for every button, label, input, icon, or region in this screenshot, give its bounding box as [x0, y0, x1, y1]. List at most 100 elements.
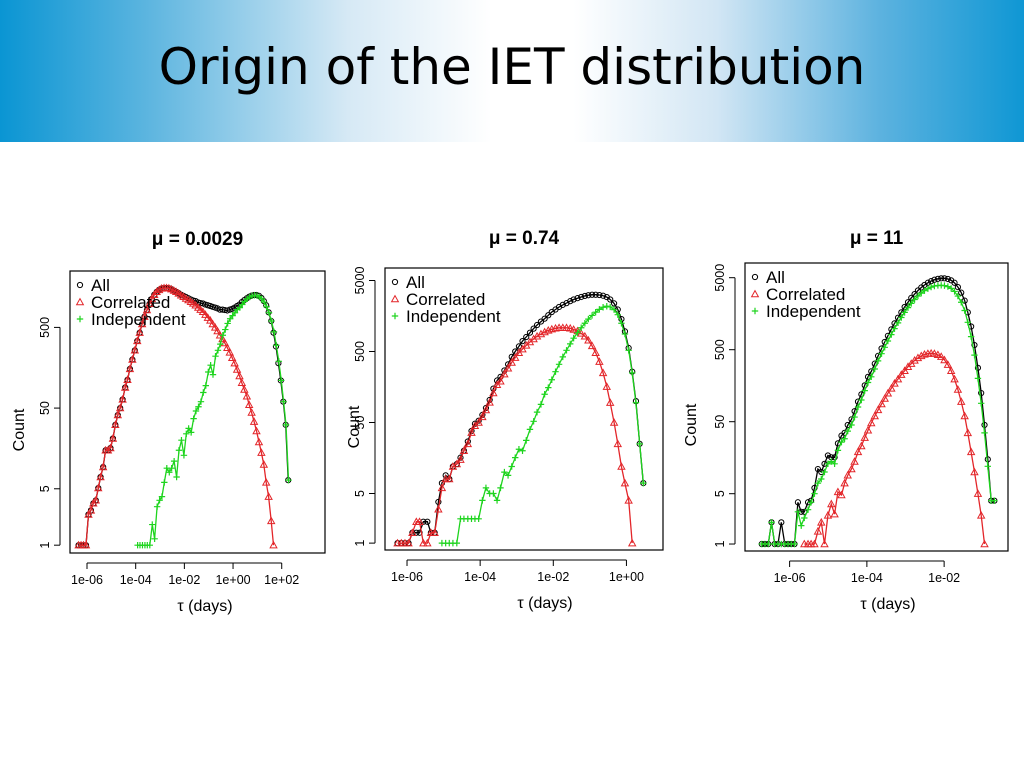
point-independent: [804, 506, 812, 513]
point-correlated: [242, 391, 252, 400]
point-correlated: [857, 441, 866, 450]
legend-label-independent: Independent: [406, 307, 501, 326]
legend-label-independent: Independent: [91, 310, 186, 329]
point-independent: [914, 292, 922, 300]
point-correlated: [963, 428, 973, 437]
point-independent: [596, 306, 603, 313]
point-correlated: [580, 331, 590, 340]
point-all: [424, 518, 431, 525]
point-correlated: [257, 448, 266, 456]
point-correlated: [850, 457, 859, 465]
point-correlated: [973, 489, 983, 497]
point-correlated: [565, 323, 575, 332]
point-independent: [151, 535, 158, 542]
y-tick-label: 5: [38, 485, 52, 492]
point-correlated: [940, 355, 949, 364]
point-correlated: [936, 352, 946, 360]
point-correlated: [883, 388, 893, 397]
point-independent: [178, 437, 185, 444]
y-axis-label: Count: [346, 405, 363, 448]
point-independent: [222, 326, 229, 333]
point-independent: [530, 418, 537, 425]
point-independent: [961, 307, 968, 314]
point-correlated: [434, 504, 443, 513]
point-correlated: [247, 408, 256, 416]
point-correlated: [423, 538, 432, 547]
point-correlated: [98, 462, 108, 471]
point-correlated: [123, 375, 132, 384]
point-independent: [984, 463, 992, 470]
point-all: [794, 499, 802, 506]
point-independent: [202, 382, 210, 389]
point-correlated: [823, 510, 833, 519]
point-correlated: [252, 426, 261, 435]
point-all: [530, 325, 537, 332]
point-correlated: [562, 323, 571, 331]
point-independent: [941, 282, 948, 289]
point-independent: [831, 460, 838, 468]
point-correlated: [863, 425, 873, 434]
point-independent: [156, 497, 163, 504]
point-independent: [512, 454, 519, 461]
point-all: [824, 452, 832, 459]
point-independent: [219, 332, 227, 339]
point-independent: [921, 287, 928, 294]
point-independent: [971, 351, 978, 359]
point-correlated: [514, 348, 524, 356]
point-correlated: [617, 462, 626, 470]
plot-frame: [384, 267, 664, 551]
point-independent: [814, 479, 822, 487]
point-all: [831, 454, 838, 461]
point-independent: [821, 468, 828, 476]
point-independent: [911, 296, 918, 303]
point-correlated: [437, 483, 447, 492]
point-correlated: [913, 353, 923, 362]
point-independent: [991, 497, 998, 504]
point-correlated: [853, 447, 863, 456]
point-correlated: [237, 378, 247, 386]
point-correlated: [910, 355, 919, 364]
y-tick-label: 5: [713, 490, 727, 497]
point-correlated: [970, 467, 979, 476]
point-all: [954, 284, 961, 291]
point-independent: [501, 468, 508, 476]
point-correlated: [445, 474, 454, 483]
point-independent: [504, 472, 512, 479]
point-independent: [563, 347, 570, 354]
series-independent: [758, 282, 998, 548]
point-correlated: [264, 492, 273, 500]
x-tick-label: 1e-02: [168, 573, 200, 587]
legend-label-all: All: [406, 273, 425, 292]
point-independent: [864, 379, 872, 386]
point-all: [596, 291, 603, 299]
point-correlated: [91, 495, 101, 504]
point-correlated: [113, 410, 123, 419]
y-axis-label: Count: [11, 408, 28, 451]
series-independent: [134, 292, 292, 549]
point-independent: [180, 452, 188, 459]
point-all: [523, 333, 530, 341]
y-tick-label: 5000: [353, 267, 367, 295]
point-correlated: [108, 434, 118, 442]
point-correlated: [544, 326, 553, 334]
point-correlated: [980, 539, 989, 548]
point-independent: [545, 384, 552, 391]
point-correlated: [430, 528, 439, 536]
point-independent: [901, 309, 908, 316]
point-independent: [263, 303, 270, 311]
point-correlated: [235, 371, 244, 380]
point-correlated: [966, 447, 976, 456]
point-independent: [166, 469, 173, 476]
point-independent: [625, 347, 632, 354]
point-correlated: [507, 358, 516, 366]
point-independent: [581, 320, 589, 327]
point-independent: [977, 400, 985, 407]
y-tick-label: 50: [38, 401, 52, 415]
point-correlated: [86, 505, 96, 514]
point-correlated: [415, 517, 424, 525]
point-independent: [217, 340, 224, 348]
point-independent: [173, 473, 180, 481]
point-independent: [170, 457, 178, 465]
